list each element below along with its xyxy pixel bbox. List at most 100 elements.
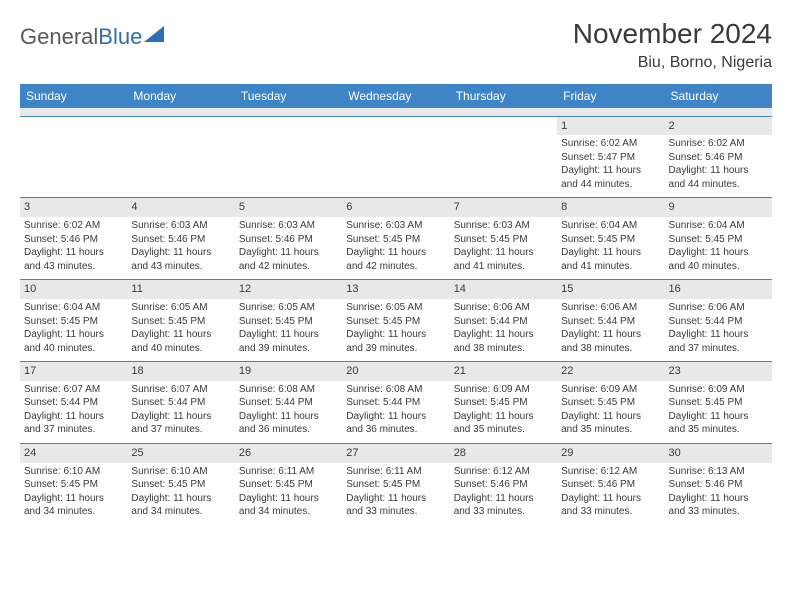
day-number: 26 — [235, 444, 342, 463]
day-number: 17 — [20, 362, 127, 381]
day-info-line: Sunrise: 6:03 AM — [454, 219, 553, 233]
day-info-line: Daylight: 11 hours — [24, 328, 123, 342]
day-cell: 13Sunrise: 6:05 AMSunset: 5:45 PMDayligh… — [342, 280, 449, 362]
day-info-line: Sunset: 5:45 PM — [561, 233, 660, 247]
day-info-line: Sunset: 5:46 PM — [131, 233, 230, 247]
day-info-line: Daylight: 11 hours — [454, 410, 553, 424]
day-cell — [20, 116, 127, 198]
day-info-line: and 35 minutes. — [669, 423, 768, 437]
week-row: 3Sunrise: 6:02 AMSunset: 5:46 PMDaylight… — [20, 198, 772, 280]
calendar-page: GeneralBlue November 2024 Biu, Borno, Ni… — [0, 0, 792, 535]
day-info-line: Sunrise: 6:10 AM — [24, 465, 123, 479]
logo: GeneralBlue — [20, 18, 166, 50]
day-info-line: Sunset: 5:45 PM — [24, 478, 123, 492]
day-info-line: Sunrise: 6:06 AM — [669, 301, 768, 315]
day-info-line: Sunrise: 6:06 AM — [561, 301, 660, 315]
day-cell: 18Sunrise: 6:07 AMSunset: 5:44 PMDayligh… — [127, 362, 234, 444]
day-cell: 7 Sunrise: 6:03 AMSunset: 5:45 PMDaylight… — [450, 198, 557, 280]
month-title: November 2024 — [573, 18, 772, 50]
calendar-table: Sunday Monday Tuesday Wednesday Thursday… — [20, 84, 772, 525]
day-header-row: Sunday Monday Tuesday Wednesday Thursday… — [20, 84, 772, 108]
day-cell: 2Sunrise: 6:02 AMSunset: 5:46 PMDaylight… — [665, 116, 772, 198]
day-info-line: Sunset: 5:44 PM — [239, 396, 338, 410]
day-number: 3 — [20, 198, 127, 217]
day-info-line: Daylight: 11 hours — [346, 328, 445, 342]
day-number: 18 — [127, 362, 234, 381]
day-info-line: Daylight: 11 hours — [561, 328, 660, 342]
day-info-line: Daylight: 11 hours — [454, 246, 553, 260]
day-info-line: Sunrise: 6:03 AM — [346, 219, 445, 233]
day-info-line: Sunset: 5:46 PM — [454, 478, 553, 492]
day-header: Monday — [127, 84, 234, 108]
day-number: 10 — [20, 280, 127, 299]
day-info-line: Daylight: 11 hours — [24, 246, 123, 260]
day-info-line: Sunrise: 6:05 AM — [346, 301, 445, 315]
day-cell: 22Sunrise: 6:09 AMSunset: 5:45 PMDayligh… — [557, 362, 664, 444]
day-info-line: and 40 minutes. — [669, 260, 768, 274]
day-header: Sunday — [20, 84, 127, 108]
day-info-line: and 40 minutes. — [131, 342, 230, 356]
day-info-line: Daylight: 11 hours — [669, 328, 768, 342]
day-info-line: Sunrise: 6:03 AM — [131, 219, 230, 233]
day-info-line: Sunset: 5:45 PM — [131, 478, 230, 492]
day-info-line: Daylight: 11 hours — [131, 410, 230, 424]
day-cell: 8Sunrise: 6:04 AMSunset: 5:45 PMDaylight… — [557, 198, 664, 280]
day-info-line: Sunset: 5:45 PM — [346, 478, 445, 492]
day-info-line: and 41 minutes. — [454, 260, 553, 274]
day-info-line: Sunset: 5:46 PM — [24, 233, 123, 247]
day-number: 1 — [557, 117, 664, 136]
day-info-line: Sunset: 5:45 PM — [454, 233, 553, 247]
day-info-line: Sunset: 5:46 PM — [239, 233, 338, 247]
day-info-line: Sunset: 5:45 PM — [561, 396, 660, 410]
day-info-line: and 33 minutes. — [669, 505, 768, 519]
day-number: 13 — [342, 280, 449, 299]
day-info-line: and 35 minutes. — [454, 423, 553, 437]
week-row: 17Sunrise: 6:07 AMSunset: 5:44 PMDayligh… — [20, 362, 772, 444]
day-info-line: and 37 minutes. — [669, 342, 768, 356]
day-number: 7 — [450, 198, 557, 217]
day-number: 19 — [235, 362, 342, 381]
spacer-row — [20, 108, 772, 116]
day-info-line: and 44 minutes. — [561, 178, 660, 192]
day-cell: 30Sunrise: 6:13 AMSunset: 5:46 PMDayligh… — [665, 443, 772, 524]
day-number: 28 — [450, 444, 557, 463]
day-cell: 24Sunrise: 6:10 AMSunset: 5:45 PMDayligh… — [20, 443, 127, 524]
day-info-line: Sunrise: 6:13 AM — [669, 465, 768, 479]
day-info-line: Daylight: 11 hours — [346, 492, 445, 506]
day-info-line: and 38 minutes. — [454, 342, 553, 356]
day-info-line: Daylight: 11 hours — [669, 410, 768, 424]
day-number: 4 — [127, 198, 234, 217]
day-info-line: Sunset: 5:45 PM — [239, 315, 338, 329]
day-info-line: Daylight: 11 hours — [669, 246, 768, 260]
day-info-line: Sunrise: 6:11 AM — [239, 465, 338, 479]
day-number: 2 — [665, 117, 772, 136]
day-info-line: Sunset: 5:45 PM — [239, 478, 338, 492]
day-info-line: Daylight: 11 hours — [239, 246, 338, 260]
day-cell — [235, 116, 342, 198]
day-info-line: Daylight: 11 hours — [24, 410, 123, 424]
day-cell: 26 Sunrise: 6:11 AMSunset: 5:45 PMDayligh… — [235, 443, 342, 524]
day-info-line: Sunrise: 6:07 AM — [24, 383, 123, 397]
day-cell — [450, 116, 557, 198]
day-info-line: and 38 minutes. — [561, 342, 660, 356]
day-number: 5 — [235, 198, 342, 217]
day-info-line: Daylight: 11 hours — [239, 492, 338, 506]
day-cell: 19Sunrise: 6:08 AMSunset: 5:44 PMDayligh… — [235, 362, 342, 444]
logo-text-gray: General — [20, 24, 98, 50]
day-number: 29 — [557, 444, 664, 463]
day-info-line: Daylight: 11 hours — [239, 410, 338, 424]
day-header: Friday — [557, 84, 664, 108]
day-info-line: Sunset: 5:45 PM — [131, 315, 230, 329]
day-cell: 12Sunrise: 6:05 AMSunset: 5:45 PMDayligh… — [235, 280, 342, 362]
day-number: 16 — [665, 280, 772, 299]
day-cell: 20Sunrise: 6:08 AMSunset: 5:44 PMDayligh… — [342, 362, 449, 444]
day-info-line: Daylight: 11 hours — [346, 410, 445, 424]
day-info-line: Sunrise: 6:02 AM — [669, 137, 768, 151]
day-number: 9 — [665, 198, 772, 217]
day-info-line: Daylight: 11 hours — [669, 492, 768, 506]
day-info-line: Sunset: 5:45 PM — [669, 233, 768, 247]
day-info-line: Daylight: 11 hours — [669, 164, 768, 178]
day-number: 27 — [342, 444, 449, 463]
day-number: 8 — [557, 198, 664, 217]
day-cell: 3Sunrise: 6:02 AMSunset: 5:46 PMDaylight… — [20, 198, 127, 280]
